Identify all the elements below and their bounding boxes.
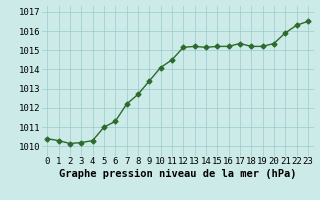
X-axis label: Graphe pression niveau de la mer (hPa): Graphe pression niveau de la mer (hPa) [59,169,296,179]
